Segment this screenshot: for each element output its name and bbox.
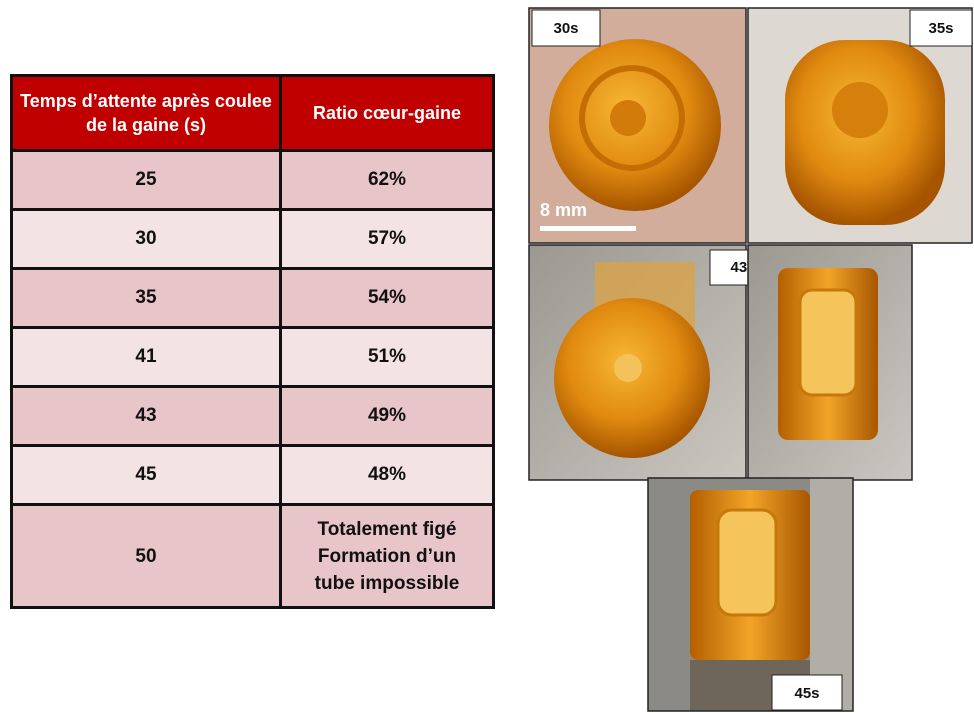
- photo-label: 30s: [553, 20, 578, 37]
- photo: 43s: [528, 244, 777, 481]
- row: 35 54%: [10, 267, 495, 329]
- cell: 54%: [279, 267, 495, 329]
- cell: 41: [10, 326, 282, 388]
- cell: 35: [10, 267, 282, 329]
- cell: 62%: [279, 149, 495, 211]
- cell: 48%: [279, 444, 495, 506]
- row: 50 Totalement figé Formation d’un tube i…: [10, 503, 495, 609]
- photo: 30s 8 mm: [528, 7, 747, 244]
- row: 25 62%: [10, 149, 495, 211]
- photo: [747, 244, 913, 481]
- cell-line: Totalement figé: [317, 518, 457, 540]
- cell: 30: [10, 208, 282, 270]
- cell: 43: [10, 385, 282, 447]
- cell: 25: [10, 149, 282, 211]
- row: 45 48%: [10, 444, 495, 506]
- header-row: Temps d’attente après coulee de la gaine…: [10, 74, 495, 152]
- cell: 57%: [279, 208, 495, 270]
- cell-line: Formation d’un: [317, 545, 457, 567]
- cell: 45: [10, 444, 282, 506]
- photo-label: 35s: [928, 20, 953, 37]
- cell: 49%: [279, 385, 495, 447]
- photo-label: 45s: [794, 685, 819, 702]
- scale-bar-label: 8 mm: [540, 200, 587, 220]
- row: 30 57%: [10, 208, 495, 270]
- row: 43 49%: [10, 385, 495, 447]
- cell: 51%: [279, 326, 495, 388]
- cell: Totalement figé Formation d’un tube impo…: [279, 503, 495, 609]
- photo: 35s: [747, 7, 973, 244]
- data-table: Temps d’attente après coulee de la gaine…: [10, 74, 495, 609]
- header-cell: Temps d’attente après coulee de la gaine…: [10, 74, 282, 152]
- scale-bar: [540, 226, 636, 231]
- cell-line: tube impossible: [314, 572, 460, 594]
- cell: 50: [10, 503, 282, 609]
- photo: 45s: [647, 477, 854, 712]
- header-cell: Ratio cœur-gaine: [279, 74, 495, 152]
- row: 41 51%: [10, 326, 495, 388]
